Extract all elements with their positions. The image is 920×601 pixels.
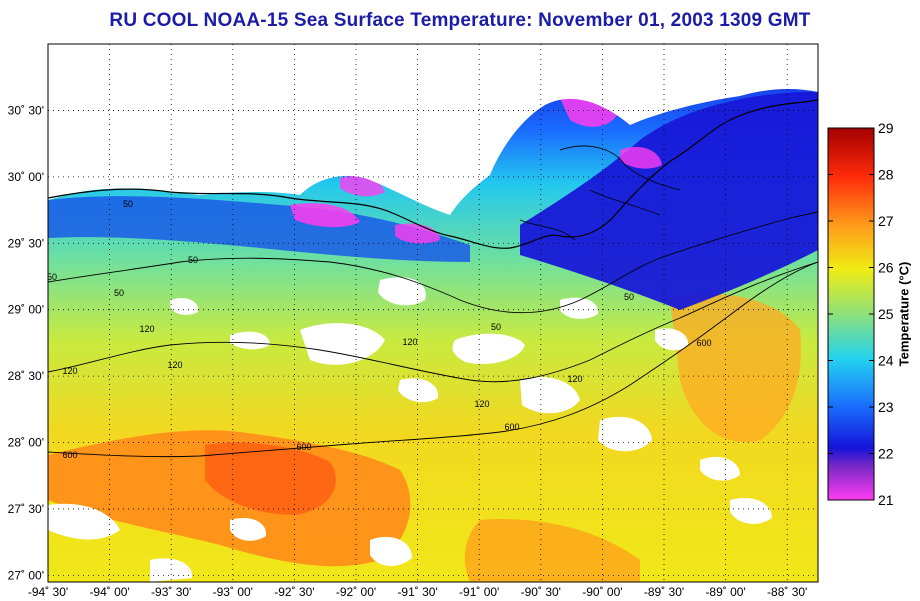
- lat-tick-label: 29˚ 00': [8, 303, 44, 317]
- lon-tick-label: -88˚ 30': [767, 585, 807, 599]
- isobath-label: 120: [474, 399, 489, 409]
- colorbar-tick-label: 21: [878, 492, 894, 508]
- cloud-2: [300, 323, 385, 365]
- isobath-label: 120: [139, 324, 154, 334]
- warm-region-southcentral: [464, 519, 640, 582]
- warm-region-core: [205, 442, 336, 515]
- lon-tick-label: -92˚ 30': [274, 585, 314, 599]
- isobath-120m: [48, 261, 818, 383]
- colorbar-tick-label: 29: [878, 120, 894, 136]
- lat-tick-label: 27˚ 30': [8, 502, 44, 516]
- lat-tick-label: 29˚ 30': [8, 236, 44, 250]
- isobath-label: 50: [624, 292, 634, 302]
- colorbar-tick-label: 22: [878, 446, 894, 462]
- isobath-label: 50: [188, 255, 198, 265]
- lat-tick-label: 28˚ 00': [8, 436, 44, 450]
- coastline: [48, 99, 818, 249]
- colorbar: [827, 127, 875, 501]
- land-mass: [48, 44, 818, 215]
- cloud-10: [48, 503, 120, 540]
- coastline-marsh: [519, 145, 681, 241]
- colorbar-label: Temperature (°C): [896, 261, 912, 367]
- colorbar-tick-label: 23: [878, 399, 894, 415]
- cloud-13: [560, 297, 599, 319]
- lon-tick-label: -89˚ 30': [644, 585, 684, 599]
- cloud-5: [170, 298, 199, 315]
- lat-tick-label: 27˚ 00': [8, 568, 44, 582]
- cloud-3: [378, 277, 426, 306]
- isobath-label: 50: [491, 322, 501, 332]
- contour-labels: 50 50 50 50 50 50 120 120 120 120 120 120 600 600 600 6…: [47, 199, 712, 460]
- colorbar-tick-label: 28: [878, 167, 894, 183]
- cold-region-east: [520, 92, 818, 310]
- colorbar-tick-label: 25: [878, 306, 894, 322]
- isobath-label: 120: [167, 360, 182, 370]
- cloud-11: [370, 536, 412, 566]
- warm-region-east: [670, 294, 801, 442]
- map-area: [48, 44, 818, 582]
- lon-tick-label: -91˚ 30': [397, 585, 437, 599]
- cloud-9: [700, 456, 740, 481]
- lon-tick-label: -90˚ 30': [521, 585, 561, 599]
- lon-tick-label: -91˚ 00': [459, 585, 499, 599]
- map-title: RU COOL NOAA-15 Sea Surface Temperature:…: [109, 10, 811, 31]
- isobath-label: 120: [62, 366, 77, 376]
- longitude-labels: -94˚ 30' -94˚ 00' -93˚ 30' -93˚ 00' -92˚ 30'…: [28, 585, 808, 599]
- colorbar-ticks: 21 22 23 24 25 26 27 28 29: [828, 120, 894, 508]
- cloud-16: [150, 558, 193, 582]
- cloud-15: [230, 517, 267, 541]
- isobath-label: 50: [114, 288, 124, 298]
- cloud-7: [520, 376, 580, 414]
- cloud-1: [452, 333, 525, 365]
- lon-tick-label: -94˚ 30': [28, 585, 68, 599]
- isobath-label: 600: [696, 338, 711, 348]
- isobath-label: 50: [123, 199, 133, 209]
- isobath-label: 120: [402, 337, 417, 347]
- lon-tick-label: -93˚ 00': [213, 585, 253, 599]
- isobath-label: 50: [47, 272, 57, 282]
- isobath-label: 600: [62, 450, 77, 460]
- cloud-6: [398, 378, 439, 403]
- isobath-label: 600: [504, 422, 519, 432]
- colorbar-tick-label: 26: [878, 260, 894, 276]
- isobath-50m: [48, 211, 818, 314]
- map-frame: [47, 43, 819, 583]
- isobath-label: 120: [567, 374, 582, 384]
- lon-tick-label: -93˚ 30': [151, 585, 191, 599]
- cloud-4: [230, 331, 270, 350]
- graticule: [47, 44, 818, 582]
- isobath-label: 600: [296, 442, 311, 452]
- colorbar-tick-label: 27: [878, 213, 894, 229]
- cold-edge-magenta-5: [620, 146, 662, 169]
- lon-tick-label: -90˚ 00': [582, 585, 622, 599]
- lon-tick-label: -94˚ 00': [89, 585, 129, 599]
- cold-edge-magenta-2: [290, 203, 360, 228]
- cloud-14: [655, 328, 689, 351]
- lat-tick-label: 28˚ 30': [8, 369, 44, 383]
- lat-tick-label: 30˚ 00': [8, 170, 44, 184]
- cloud-12: [730, 498, 772, 524]
- isobath-600m: [48, 261, 818, 458]
- lon-tick-label: -92˚ 00': [336, 585, 376, 599]
- lon-tick-label: -89˚ 00': [705, 585, 745, 599]
- cloud-patches: [48, 277, 772, 582]
- colorbar-tick-label: 24: [878, 353, 894, 369]
- latitude-labels: 30˚ 30' 30˚ 00' 29˚ 30' 29˚ 00' 28˚ 30' 28˚ 0…: [8, 103, 44, 582]
- lat-tick-label: 30˚ 30': [8, 103, 44, 117]
- cold-region-west: [48, 196, 470, 262]
